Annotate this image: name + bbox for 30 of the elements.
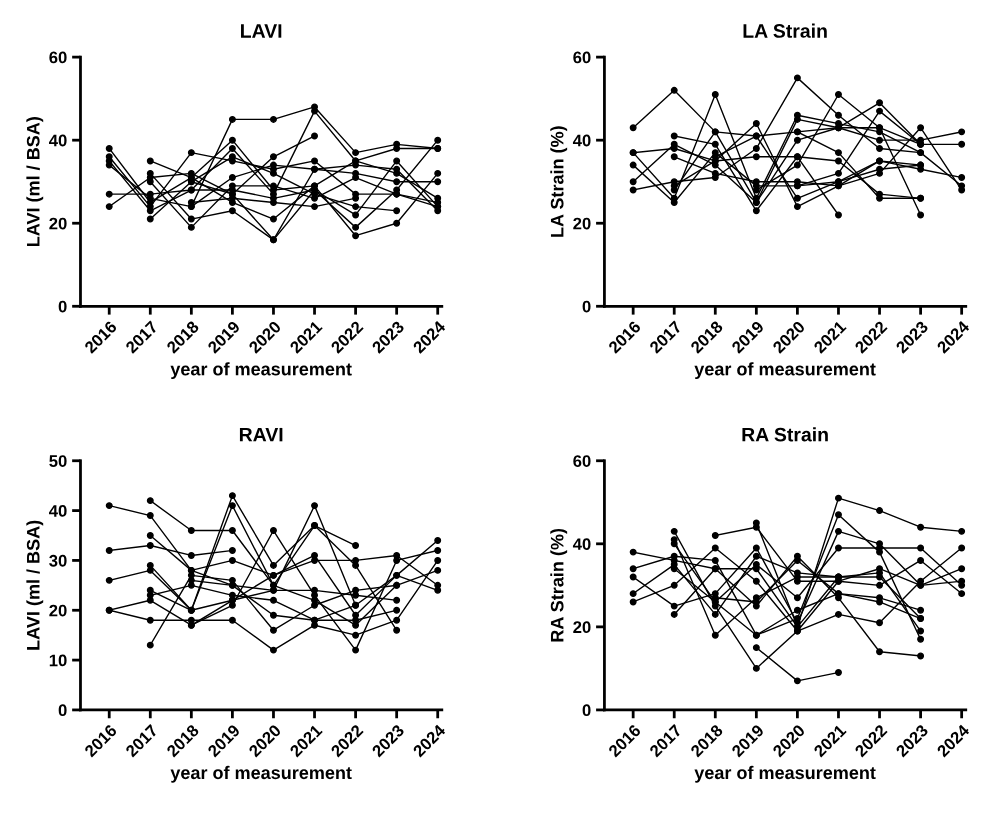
y-tick-label: 20 [573, 621, 591, 634]
chart-title: RA Strain [742, 427, 828, 442]
y-axis-title: RA Strain (%) [550, 528, 568, 642]
y-tick-label: 60 [49, 51, 67, 64]
y-tick-label: 40 [49, 504, 67, 517]
y-tick-label: 40 [572, 538, 591, 551]
y-tick-label: 0 [58, 704, 67, 717]
y-tick-label: 60 [573, 51, 591, 64]
y-axis-title: LAVI (ml / BSA) [26, 117, 44, 247]
y-axis-title: LA Strain (%) [550, 126, 568, 237]
y-tick-label: 50 [49, 455, 67, 467]
y-tick-label: 60 [573, 455, 591, 467]
chart-title: LAVI [241, 24, 282, 38]
y-tick-label: 30 [49, 554, 67, 567]
chart-title: LA Strain [743, 23, 827, 38]
y-tick-label: 0 [58, 300, 67, 313]
x-axis-title: year of measurement [694, 765, 876, 783]
x-axis-title: year of measurement [170, 362, 352, 380]
y-tick-label: 0 [582, 300, 591, 313]
y-tick-label: 40 [49, 134, 67, 147]
x-axis-title: year of measurement [694, 362, 876, 380]
y-axis-title: LAVI (ml / BSA) [26, 520, 44, 650]
y-tick-label: 20 [573, 217, 591, 230]
chart-title: RAVI [239, 427, 283, 442]
y-tick-label: 0 [582, 704, 591, 717]
y-tick-label: 20 [49, 217, 67, 230]
y-tick-label: 10 [49, 654, 67, 667]
x-axis-title: year of measurement [170, 765, 352, 783]
y-tick-label: 40 [572, 134, 591, 147]
y-tick-label: 20 [49, 604, 67, 617]
